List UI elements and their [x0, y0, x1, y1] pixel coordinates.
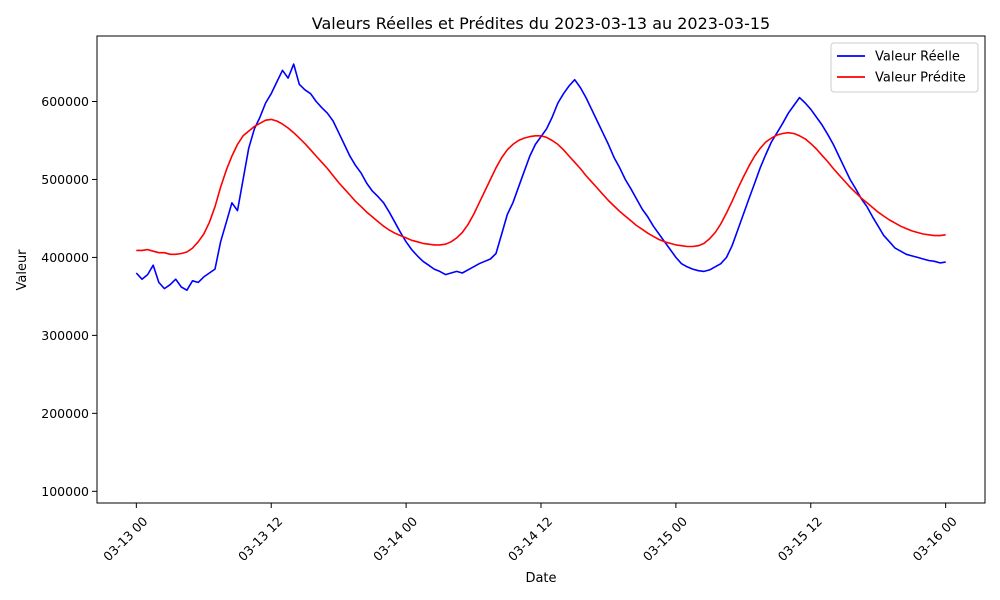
y-tick-label: 400000 [41, 250, 89, 265]
y-tick-label: 600000 [41, 94, 89, 109]
series-layer [135, 63, 946, 291]
y-axis-title: Valeur [15, 249, 30, 291]
legend-label: Valeur Réelle [875, 50, 960, 65]
legend: Valeur Réelle Valeur Prédite [830, 42, 979, 93]
y-tick-label: 300000 [41, 328, 89, 343]
y-axis: 100000 200000 300000 400000 500000 600000 [41, 94, 97, 499]
legend-box [830, 42, 979, 93]
y-tick-label: 100000 [41, 484, 89, 499]
plot-area [97, 36, 985, 503]
series-line-2 [136, 118, 946, 256]
y-tick-label: 500000 [41, 172, 89, 187]
x-axis-title: Date [525, 571, 556, 586]
legend-label: Valeur Prédite [875, 71, 966, 86]
chart-title: Valeurs Réelles et Prédites du 2023-03-1… [312, 14, 770, 33]
y-tick-label: 200000 [41, 406, 89, 421]
